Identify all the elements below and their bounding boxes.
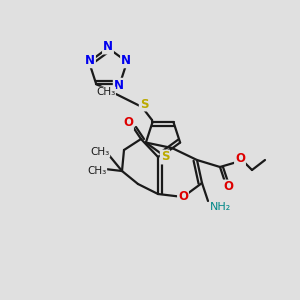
Text: O: O xyxy=(123,116,133,130)
Text: N: N xyxy=(103,40,113,53)
Text: CH₃: CH₃ xyxy=(90,147,110,157)
Text: S: S xyxy=(161,151,169,164)
Text: NH₂: NH₂ xyxy=(210,202,231,212)
Text: CH₃: CH₃ xyxy=(87,166,106,176)
Text: N: N xyxy=(114,79,124,92)
Text: N: N xyxy=(85,54,95,67)
Text: O: O xyxy=(235,152,245,166)
Text: N: N xyxy=(121,54,131,67)
Text: S: S xyxy=(140,98,148,110)
Text: CH₃: CH₃ xyxy=(96,87,116,97)
Text: O: O xyxy=(223,181,233,194)
Text: O: O xyxy=(178,190,188,203)
